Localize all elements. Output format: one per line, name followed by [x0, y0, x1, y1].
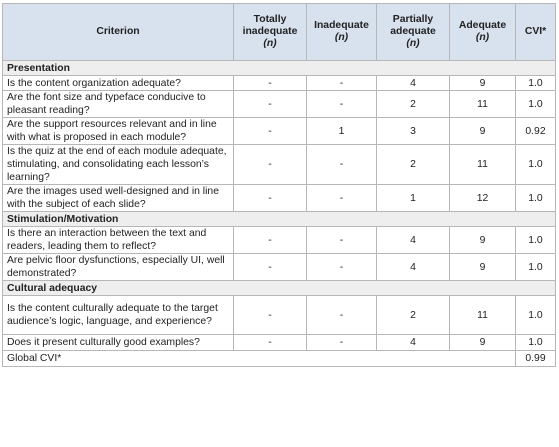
adequate-cell: 11 [449, 90, 516, 118]
cvi-cell: 1.0 [515, 253, 556, 281]
section-row: Stimulation/Motivation [2, 211, 556, 227]
totally-inadequate-cell: - [233, 184, 307, 212]
criterion-cell: Is there an interaction between the text… [2, 226, 234, 254]
partially-adequate-cell: 2 [376, 295, 450, 335]
totally-inadequate-cell: - [233, 90, 307, 118]
table-row: Are pelvic floor dysfunctions, especiall… [2, 253, 556, 281]
global-cvi-row: Global CVI* 0.99 [2, 350, 556, 367]
col-header-inadequate: Inadequate (n) [306, 3, 377, 61]
global-cvi-label: Global CVI* [2, 350, 516, 367]
section-title: Presentation [2, 60, 556, 76]
criterion-cell: Is the content organization adequate? [2, 75, 234, 91]
inadequate-cell: - [306, 226, 377, 254]
n-label: (n) [475, 32, 490, 43]
cvi-table: Criterion Totally inadequate (n) Inadequa… [2, 3, 556, 367]
totally-inadequate-header-label: Totally inadequate [242, 14, 298, 37]
table-row: Are the images used well-designed and in… [2, 184, 556, 212]
totally-inadequate-cell: - [233, 75, 307, 91]
adequate-cell: 11 [449, 295, 516, 335]
table-row: Are the font size and typeface conducive… [2, 90, 556, 118]
cvi-header-label: CVI* [524, 26, 547, 37]
adequate-cell: 9 [449, 253, 516, 281]
global-cvi-value: 0.99 [515, 350, 556, 367]
criterion-cell: Are the images used well-designed and in… [2, 184, 234, 212]
partially-adequate-cell: 4 [376, 226, 450, 254]
section-title: Cultural adequacy [2, 280, 556, 296]
partially-adequate-header-label: Partially adequate [390, 14, 436, 37]
totally-inadequate-cell: - [233, 226, 307, 254]
partially-adequate-cell: 4 [376, 75, 450, 91]
adequate-cell: 11 [449, 144, 516, 185]
table-row: Are the support resources relevant and i… [2, 117, 556, 145]
partially-adequate-cell: 4 [376, 334, 450, 351]
inadequate-cell: - [306, 253, 377, 281]
totally-inadequate-cell: - [233, 144, 307, 185]
adequate-cell: 12 [449, 184, 516, 212]
totally-inadequate-cell: - [233, 117, 307, 145]
cvi-cell: 1.0 [515, 75, 556, 91]
section-row: Cultural adequacy [2, 280, 556, 296]
partially-adequate-cell: 2 [376, 144, 450, 185]
inadequate-cell: - [306, 144, 377, 185]
cvi-cell: 1.0 [515, 226, 556, 254]
inadequate-cell: - [306, 75, 377, 91]
adequate-cell: 9 [449, 334, 516, 351]
inadequate-cell: - [306, 295, 377, 335]
inadequate-cell: - [306, 334, 377, 351]
col-header-criterion: Criterion [2, 3, 234, 61]
totally-inadequate-cell: - [233, 334, 307, 351]
criterion-cell: Are the font size and typeface conducive… [2, 90, 234, 118]
cvi-cell: 1.0 [515, 184, 556, 212]
cvi-cell: 0.92 [515, 117, 556, 145]
criterion-cell: Are the support resources relevant and i… [2, 117, 234, 145]
criterion-cell: Are pelvic floor dysfunctions, especiall… [2, 253, 234, 281]
cvi-cell: 1.0 [515, 334, 556, 351]
cvi-cell: 1.0 [515, 295, 556, 335]
inadequate-header-label: Inadequate [314, 20, 369, 31]
partially-adequate-cell: 2 [376, 90, 450, 118]
col-header-partially-adequate: Partially adequate (n) [376, 3, 450, 61]
col-header-cvi: CVI* [515, 3, 556, 61]
table-row: Is the content culturally adequate to th… [2, 295, 556, 335]
adequate-cell: 9 [449, 75, 516, 91]
adequate-header-label: Adequate [458, 20, 507, 31]
table-row: Is the quiz at the end of each module ad… [2, 144, 556, 185]
criterion-header-label: Criterion [96, 26, 140, 37]
inadequate-cell: - [306, 90, 377, 118]
n-label: (n) [334, 32, 349, 43]
table-body: Presentation Is the content organization … [2, 60, 556, 367]
adequate-cell: 9 [449, 226, 516, 254]
col-header-totally-inadequate: Totally inadequate (n) [233, 3, 307, 61]
totally-inadequate-cell: - [233, 253, 307, 281]
criterion-cell: Does it present culturally good examples… [2, 334, 234, 351]
inadequate-cell: - [306, 184, 377, 212]
table-row: Does it present culturally good examples… [2, 334, 556, 351]
inadequate-cell: 1 [306, 117, 377, 145]
section-title: Stimulation/Motivation [2, 211, 556, 227]
totally-inadequate-cell: - [233, 295, 307, 335]
n-label: (n) [406, 38, 420, 49]
partially-adequate-cell: 4 [376, 253, 450, 281]
table-header: Criterion Totally inadequate (n) Inadequa… [2, 3, 556, 61]
criterion-cell: Is the quiz at the end of each module ad… [2, 144, 234, 185]
cvi-cell: 1.0 [515, 90, 556, 118]
adequate-cell: 9 [449, 117, 516, 145]
col-header-adequate: Adequate (n) [449, 3, 516, 61]
table-row: Is there an interaction between the text… [2, 226, 556, 254]
partially-adequate-cell: 1 [376, 184, 450, 212]
n-label: (n) [263, 38, 277, 49]
partially-adequate-cell: 3 [376, 117, 450, 145]
table-row: Is the content organization adequate? - -4… [2, 75, 556, 91]
section-row: Presentation [2, 60, 556, 76]
cvi-cell: 1.0 [515, 144, 556, 185]
criterion-cell: Is the content culturally adequate to th… [2, 295, 234, 335]
